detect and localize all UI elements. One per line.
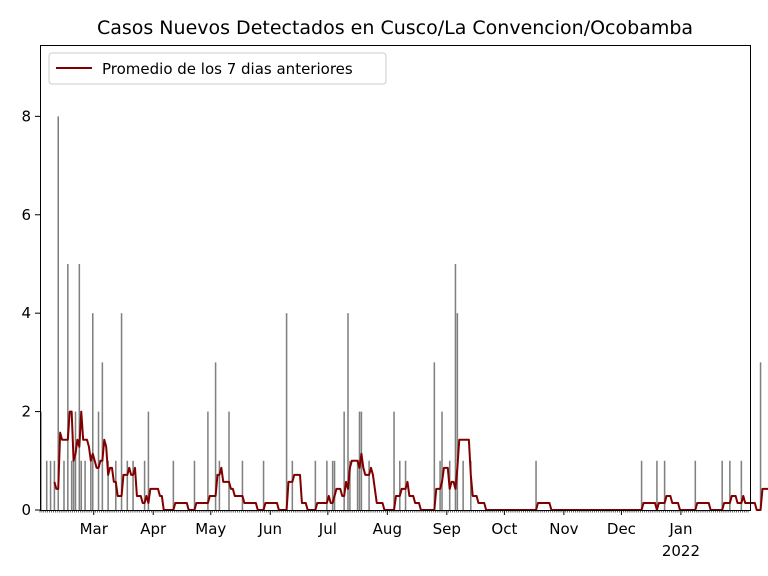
bar xyxy=(214,362,217,510)
bar xyxy=(72,460,75,510)
bar xyxy=(78,263,81,510)
bar xyxy=(67,263,69,510)
x-tick-label: Apr xyxy=(140,520,167,538)
bar xyxy=(101,362,104,510)
plot-frame xyxy=(40,45,751,511)
bar xyxy=(241,460,244,510)
bar xyxy=(656,460,658,510)
bar xyxy=(90,460,92,510)
bar xyxy=(74,411,77,510)
bar xyxy=(441,411,443,510)
x-tick-label: Sep xyxy=(433,520,461,538)
bar xyxy=(356,460,359,510)
bar xyxy=(759,362,762,510)
y-tick-label: 2 xyxy=(21,403,31,421)
bar xyxy=(57,116,59,510)
bar xyxy=(45,460,48,510)
bar xyxy=(393,411,395,510)
bar xyxy=(172,460,175,510)
bar xyxy=(84,460,86,510)
legend-box xyxy=(48,52,387,85)
x-axis-ticks: Mar Apr May Jun Jul Aug Sep Oct Nov Dec Jan 2022 xyxy=(39,510,749,560)
bar xyxy=(729,460,731,510)
bar xyxy=(640,460,643,510)
legend: Promedio de los 7 dias anteriores xyxy=(48,52,387,85)
bar xyxy=(126,460,129,510)
bar xyxy=(694,460,697,510)
bar xyxy=(535,460,537,510)
x-tick-label: Oct xyxy=(491,520,517,538)
y-tick-label: 0 xyxy=(21,501,31,519)
bar xyxy=(193,460,196,510)
bar xyxy=(70,460,73,510)
bar xyxy=(143,460,146,510)
y-tick-label: 8 xyxy=(21,107,31,125)
bar xyxy=(49,460,52,510)
x-tick-label: Jan xyxy=(668,520,692,538)
bar xyxy=(218,460,221,510)
x-tick-label: Nov xyxy=(549,520,578,538)
bar xyxy=(326,460,328,510)
bar xyxy=(120,313,123,510)
bar xyxy=(80,460,83,510)
bar xyxy=(333,460,336,510)
bar xyxy=(285,313,288,510)
bar xyxy=(721,460,723,510)
bar xyxy=(433,362,436,510)
bar xyxy=(262,460,265,510)
chart-title: Casos Nuevos Detectados en Cusco/La Conv… xyxy=(97,17,693,39)
x-tick-label: Mar xyxy=(80,520,109,538)
bar xyxy=(399,460,401,510)
x-tick-year-label: 2022 xyxy=(662,542,700,560)
bar xyxy=(331,460,334,510)
legend-label: Promedio de los 7 dias anteriores xyxy=(102,60,353,78)
x-tick-label: Dec xyxy=(607,520,636,538)
bar xyxy=(132,460,134,510)
bar xyxy=(343,411,345,510)
bar xyxy=(740,460,743,510)
bar xyxy=(147,411,150,510)
bar xyxy=(291,460,294,510)
bar xyxy=(207,411,209,510)
bar xyxy=(92,313,94,510)
bar xyxy=(456,313,459,510)
bar xyxy=(462,460,464,510)
bar xyxy=(314,460,317,510)
bar xyxy=(454,263,457,510)
bar xyxy=(349,460,351,510)
bar xyxy=(97,411,100,510)
bar xyxy=(63,460,65,510)
bar xyxy=(228,411,230,510)
x-tick-label: Aug xyxy=(373,520,402,538)
y-tick-label: 6 xyxy=(21,206,31,224)
x-tick-label: Jun xyxy=(258,520,282,538)
bar xyxy=(663,460,666,510)
x-tick-label: May xyxy=(195,520,226,538)
y-tick-label: 4 xyxy=(21,304,31,322)
x-tick-label: Jul xyxy=(318,520,337,538)
bar xyxy=(368,460,370,510)
y-axis-ticks: 0 2 4 6 8 xyxy=(21,107,40,519)
bar xyxy=(107,460,109,510)
bar xyxy=(347,313,349,510)
